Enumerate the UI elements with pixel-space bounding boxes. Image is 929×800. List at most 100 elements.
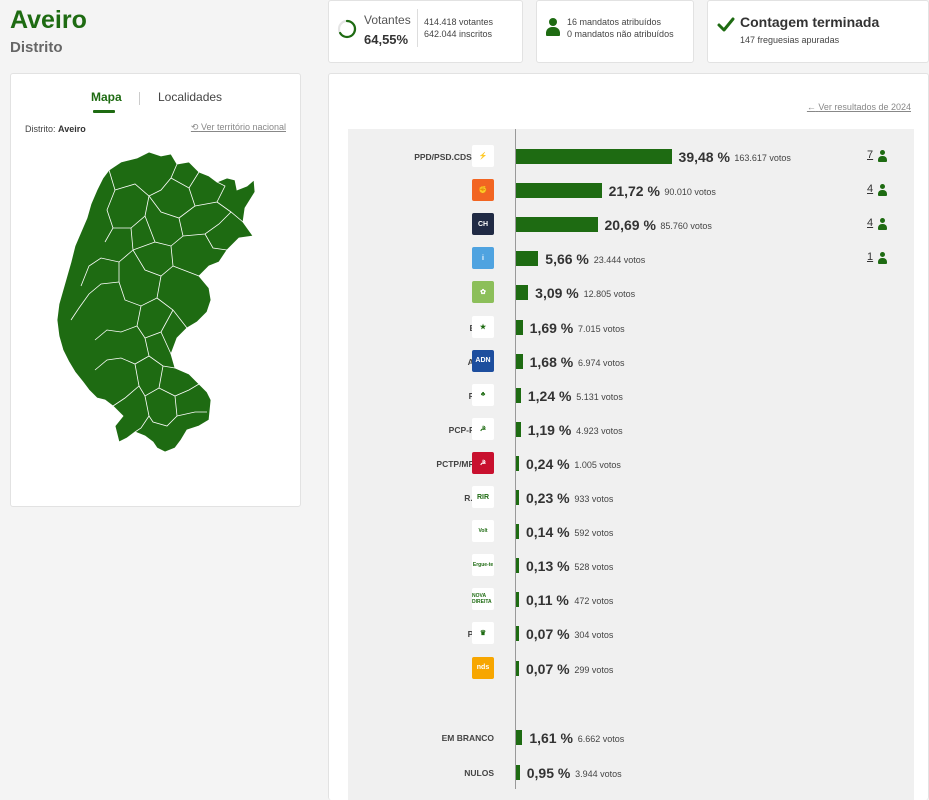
adn-logo: ADN [472,349,494,372]
mrpp-logo: ☭ [472,451,494,474]
vote-count: 23.444 votos [593,255,646,266]
district-title: Aveiro [10,6,87,34]
vote-count: 85.760 votos [660,221,712,232]
vote-bar [516,387,521,403]
party-name: PPD/PSD.CDS-PP [414,152,486,162]
livre-logo: ✿ [472,281,494,304]
party-name: NULOS [464,767,494,778]
vote-count: 304 votos [574,630,614,641]
vote-bar [516,149,672,164]
vote-percentage: 3,09 % [535,285,579,302]
vote-percentage: 0,07 % [526,626,570,643]
vote-percentage: 1,68 % [529,353,574,370]
vote-bar [516,455,519,471]
party-row[interactable]: PCP-PEV ☭ 1,19 % 4.923 votos [348,417,914,443]
seats-link[interactable]: 4 [867,217,874,230]
vote-bar [516,319,523,335]
progress-ring-icon [337,19,357,39]
vote-bar [516,660,519,676]
cdu-logo: ☭ [472,417,494,440]
vote-percentage: 0,14 % [526,524,570,541]
previous-results-label: Ver resultados de 2024 [818,102,911,112]
be-star-logo: ★ [472,315,494,338]
party-row[interactable]: PCTP/MRPP ☭ 0,24 % 1.005 votos [348,451,914,477]
party-row[interactable]: EM BRANCO 1,61 % 6.662 votos [348,725,914,751]
seats-link[interactable]: 7 [867,149,874,161]
vote-count: 3.944 votos [575,768,622,779]
seats-link[interactable]: 1 [867,251,874,264]
tab-localidades[interactable]: Localidades [158,90,223,104]
mandatos-atribuidos: 16 mandatos atribuídos [567,17,662,27]
ps-fist-logo: ✊ [472,179,494,202]
tab-mapa[interactable]: Mapa [91,90,122,113]
vote-percentage: 39,48 % [678,149,730,165]
vote-percentage: 0,11 % [526,592,569,609]
party-row[interactable]: VPVolt0,14 %592 votos [348,519,914,545]
checkmark-icon [717,17,735,32]
active-tab-indicator [93,110,115,113]
vote-bar [516,217,598,233]
nds-logo: nds [472,656,494,679]
vote-count: 528 votos [574,562,614,573]
national-territory-link[interactable]: ⟲ Ver território nacional [191,122,286,133]
party-row[interactable]: PPM♛0,07 %304 votos [348,621,914,647]
party-row[interactable]: L✿3,09 %12.805 votos [348,280,914,306]
nova-direita-logo: NOVA DIREITA [472,588,494,611]
district-map[interactable] [49,150,261,460]
vote-count: 6.974 votos [578,357,625,368]
vote-count: 5.131 votos [576,391,623,402]
district-map-shape[interactable] [56,151,256,453]
pan-tree-logo: ♣ [472,383,494,406]
vote-percentage: 20,69 % [604,217,656,234]
person-icon [877,150,888,162]
vote-count: 592 votos [574,528,614,539]
party-row[interactable]: NCnds0,07 %299 votos [348,656,914,682]
bar-axis [515,129,516,789]
party-row[interactable]: B.E.★1,69 %7.015 votos [348,315,914,341]
vote-percentage: 0,13 % [526,558,570,575]
vote-percentage: 5,66 % [545,251,589,268]
district-label: Distrito: [25,124,56,134]
party-row[interactable]: PAN♣1,24 %5.131 votos [348,383,914,409]
party-row[interactable]: EErgue-te0,13 %528 votos [348,553,914,579]
party-row[interactable]: PPD/PSD.CDS-PP ⚡ 39,48 % 163.617 votos 7 [348,144,914,170]
vote-percentage: 1,61 % [529,730,573,746]
count-status-card: Contagem terminada 147 freguesias apurad… [707,0,929,63]
vote-count: 4.923 votos [576,425,623,436]
vote-count: 6.662 votos [577,734,625,744]
vote-bar [516,730,523,745]
party-row[interactable]: ADNADN1,68 %6.974 votos [348,349,914,375]
vote-percentage: 1,69 % [529,319,574,336]
votantes-pct: 64,55% [364,32,409,47]
vote-percentage: 1,24 % [527,387,572,404]
district-indicator: Distrito: Aveiro [25,124,86,134]
vote-bar [516,764,520,780]
person-icon [877,218,888,231]
vote-count: 1.005 votos [574,459,621,470]
party-name: EM BRANCO [441,733,494,743]
map-tabs: Mapa Localidades [11,90,300,114]
seats-link[interactable]: 4 [867,183,874,196]
results-panel: ← Ver resultados de 2024 PPD/PSD.CDS-PP ⚡… [328,73,929,800]
vote-bar [516,421,521,437]
chega-logo: CH [472,213,494,236]
ergue-te-logo: Ergue-te [472,554,494,577]
vote-bar [516,524,519,540]
party-name: PCP-PEV [448,424,486,435]
arrow-left-icon: ← [806,102,816,112]
party-row[interactable]: NULOS 0,95 % 3.944 votos [348,760,914,786]
person-icon [546,18,560,36]
votantes-label: Votantes [364,13,411,27]
divider [417,9,418,47]
party-name: PCTP/MRPP [436,458,486,469]
district-subtitle: Distrito [10,39,63,56]
vote-bar [516,592,519,608]
seats-card: 16 mandatos atribuídos 0 mandatos não at… [536,0,694,63]
national-territory-label: Ver território nacional [200,122,286,132]
previous-results-link[interactable]: ← Ver resultados de 2024 [807,102,911,112]
